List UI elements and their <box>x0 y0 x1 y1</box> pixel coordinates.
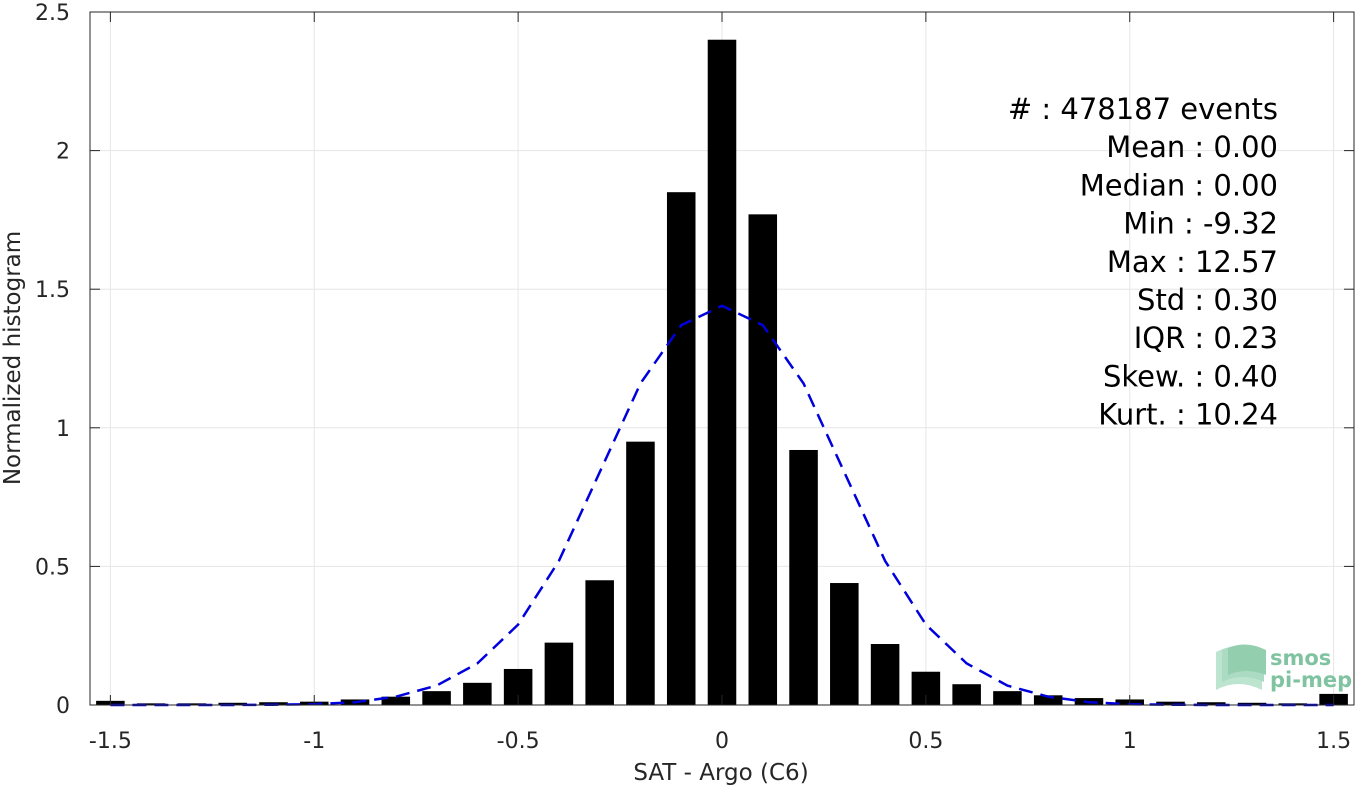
x-axis-label: SAT - Argo (C6) <box>633 760 808 786</box>
histogram-bar <box>626 441 655 705</box>
x-tick-label: -1 <box>303 729 325 754</box>
stats-line: Kurt. : 10.24 <box>1098 398 1278 432</box>
x-tick-label: 0.5 <box>908 729 943 754</box>
histogram-bar <box>1033 695 1063 705</box>
stats-line: Std : 0.30 <box>1137 283 1278 317</box>
histogram-bar <box>952 684 981 705</box>
histogram-bar <box>789 449 818 705</box>
histogram-bar <box>177 703 207 705</box>
histogram-bar <box>381 696 411 705</box>
histogram-bar <box>870 644 900 705</box>
y-tick-label: 1.5 <box>35 278 70 303</box>
histogram-bar <box>748 214 778 705</box>
y-tick-label: 2.5 <box>35 1 70 26</box>
histogram-bar <box>585 580 614 705</box>
y-tick-labels: 0 0.5 1 1.5 2 2.5 <box>35 1 70 719</box>
y-tick-label: 0 <box>56 694 70 719</box>
stats-line: Median : 0.00 <box>1080 168 1278 202</box>
histogram-bar <box>666 192 696 705</box>
histogram-bar <box>1237 702 1267 705</box>
x-tick-label: 0 <box>715 729 729 754</box>
stats-line: Max : 12.57 <box>1107 245 1278 279</box>
x-tick-label: -1.5 <box>89 729 132 754</box>
stats-line: # : 478187 events <box>1008 92 1278 126</box>
histogram-bar <box>830 583 859 705</box>
histogram-bar <box>463 682 492 705</box>
logo-waves-icon <box>1216 644 1266 690</box>
histogram-bar <box>1156 701 1185 705</box>
y-axis-label: Normalized histogram <box>0 231 26 485</box>
histogram-bar <box>422 691 451 705</box>
stats-line: IQR : 0.23 <box>1134 321 1278 355</box>
histogram-bars <box>96 39 1348 706</box>
logo-line1: smos <box>1270 646 1331 670</box>
y-tick-label: 0.5 <box>35 555 70 580</box>
stats-line: Skew. : 0.40 <box>1103 359 1278 393</box>
x-tick-label: 1 <box>1123 729 1137 754</box>
stats-annotation: # : 478187 events Mean : 0.00 Median : 0.0… <box>1008 92 1278 432</box>
x-tick-labels: -1.5 -1 -0.5 0 0.5 1 1.5 <box>89 729 1351 754</box>
x-tick-label: -0.5 <box>497 729 540 754</box>
axis-ticks <box>90 11 1354 706</box>
histogram-bar <box>136 703 166 705</box>
histogram-bar <box>993 691 1022 705</box>
smos-pi-mep-logo: smos pi-mep <box>1216 644 1352 692</box>
histogram-bar <box>1197 702 1226 705</box>
histogram-bar <box>544 642 574 705</box>
stats-line: Mean : 0.00 <box>1106 130 1278 164</box>
x-tick-label: 1.5 <box>1316 729 1351 754</box>
y-tick-label: 2 <box>56 140 70 165</box>
logo-line2: pi-mep <box>1270 668 1352 692</box>
histogram-bar <box>707 39 737 706</box>
stats-line: Min : -9.32 <box>1123 207 1278 241</box>
y-tick-label: 1 <box>56 417 70 442</box>
